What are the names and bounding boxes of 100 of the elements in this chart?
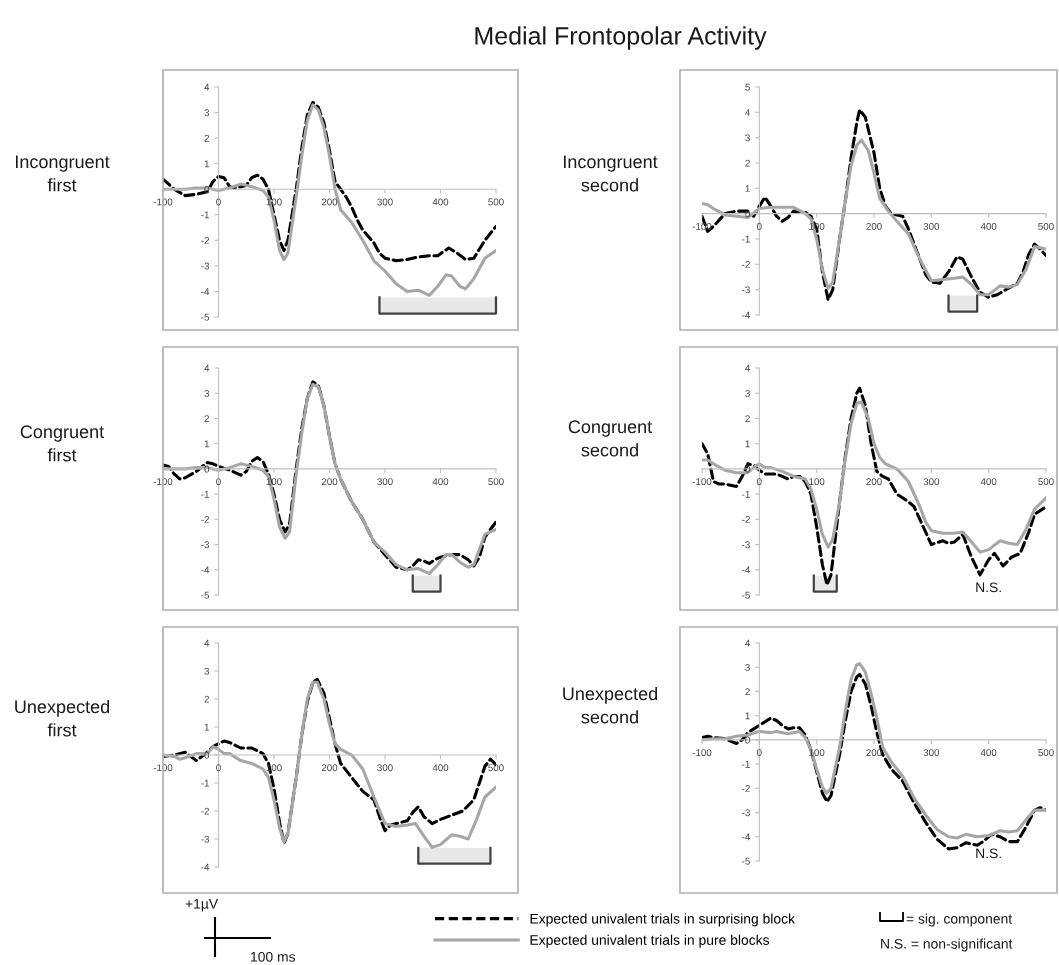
x-tick-label: 100: [809, 749, 825, 757]
x-tick-label: 300: [923, 478, 940, 486]
y-tick-label: -3: [742, 541, 750, 549]
y-tick-label: 3: [204, 667, 210, 675]
x-tick-label: -100: [692, 478, 712, 486]
x-tick-label: 400: [432, 478, 449, 486]
x-tick-label: 200: [866, 222, 882, 230]
y-tick-label: 4: [204, 639, 210, 647]
text: +1µV: [185, 899, 219, 912]
x-tick-label: 300: [377, 478, 393, 486]
y-tick-label: -2: [742, 261, 750, 268]
text: Unexpected second: [563, 686, 658, 724]
x-tick-label: 200: [866, 478, 882, 486]
y-tick-label: 3: [745, 389, 750, 397]
y-tick-label: -3: [201, 835, 210, 843]
x-tick-label: 400: [980, 749, 997, 757]
y-tick-label: -4: [742, 833, 751, 841]
y-tick-label: 3: [204, 109, 210, 117]
text: Expected univalent trials in surprising block: [530, 913, 796, 927]
y-tick-label: -3: [742, 286, 750, 294]
annotation: N.S.: [976, 848, 1001, 859]
y-tick-label: -5: [742, 857, 750, 865]
y-tick-label: -4: [201, 863, 210, 871]
y-tick-label: -2: [201, 237, 209, 244]
x-tick-label: 200: [321, 478, 338, 486]
x-tick-label: -100: [153, 764, 173, 772]
y-tick-label: 2: [204, 134, 209, 142]
y-tick-label: -2: [201, 516, 209, 523]
y-tick-label: -2: [201, 807, 209, 815]
y-tick-label: -5: [201, 313, 210, 321]
y-tick-label: 1: [745, 440, 750, 448]
y-tick-label: -4: [201, 288, 210, 295]
text: Congruent first: [20, 425, 105, 462]
y-tick-label: 3: [745, 663, 750, 671]
text: Incongruent second: [563, 155, 658, 192]
x-tick-label: 400: [432, 764, 449, 772]
y-tick-label: 1: [204, 723, 209, 731]
y-tick-label: 1: [204, 160, 209, 168]
x-tick-label: 0: [216, 478, 221, 486]
y-tick-label: 1: [745, 185, 750, 192]
text: Medial Frontopolar Activity: [475, 26, 767, 50]
text: Congruent second: [568, 420, 653, 457]
text: 100 ms: [251, 951, 296, 962]
x-tick-label: 300: [377, 764, 393, 772]
y-tick-label: -3: [201, 262, 210, 270]
x-tick-label: 300: [923, 222, 940, 230]
y-tick-label: 4: [745, 364, 751, 372]
x-tick-label: 500: [488, 198, 504, 206]
y-tick-label: -1: [742, 490, 750, 498]
y-tick-label: 3: [204, 389, 210, 397]
text: = sig. component: [906, 913, 1013, 927]
y-tick-label: 0: [745, 736, 750, 744]
y-tick-label: -4: [742, 311, 751, 319]
y-tick-label: 0: [204, 185, 210, 193]
y-tick-label: 2: [204, 415, 209, 422]
y-tick-label: 2: [745, 688, 750, 695]
x-tick-label: 0: [216, 764, 221, 772]
y-tick-label: 4: [745, 639, 751, 647]
y-tick-label: -3: [201, 541, 210, 549]
y-tick-label: -2: [742, 516, 750, 523]
x-tick-label: 400: [980, 222, 997, 230]
y-tick-label: -4: [742, 566, 751, 574]
x-tick-label: 100: [809, 478, 825, 486]
x-tick-label: -100: [153, 198, 173, 206]
x-tick-label: 0: [757, 478, 762, 486]
y-tick-label: -1: [201, 211, 209, 219]
x-tick-label: 500: [1038, 749, 1054, 757]
annotation: N.S.: [976, 582, 1001, 593]
y-tick-label: 2: [745, 415, 750, 422]
y-tick-label: -1: [201, 490, 209, 498]
y-tick-label: -5: [201, 591, 210, 599]
x-tick-label: 300: [923, 749, 940, 757]
text: Unexpected first: [15, 699, 110, 737]
x-tick-label: 0: [757, 222, 762, 230]
x-tick-label: 100: [266, 198, 282, 206]
y-tick-label: 5: [745, 83, 750, 91]
x-tick-label: 200: [321, 764, 338, 772]
text: Expected univalent trials in pure blocks: [530, 934, 770, 948]
y-tick-label: 3: [745, 134, 750, 142]
y-tick-label: -4: [201, 566, 210, 574]
y-tick-label: -1: [742, 235, 750, 243]
y-tick-label: 4: [204, 364, 210, 372]
y-tick-label: 2: [204, 695, 209, 703]
y-tick-label: -1: [742, 760, 750, 768]
y-tick-label: 1: [745, 712, 750, 720]
x-tick-label: 500: [1038, 222, 1054, 230]
x-tick-label: -100: [153, 478, 173, 486]
x-tick-label: 500: [488, 478, 504, 486]
y-tick-label: 4: [745, 109, 751, 116]
x-tick-label: 400: [432, 198, 449, 206]
x-tick-label: 400: [980, 478, 997, 486]
y-tick-label: 2: [745, 159, 750, 167]
y-tick-label: 1: [204, 440, 209, 448]
text: Incongruent first: [15, 155, 110, 192]
y-tick-label: -5: [742, 591, 750, 599]
x-tick-label: -100: [692, 749, 712, 757]
x-tick-label: 0: [216, 198, 221, 206]
y-tick-label: -2: [742, 785, 750, 792]
y-tick-label: 0: [745, 465, 750, 473]
y-tick-label: 4: [204, 83, 210, 91]
